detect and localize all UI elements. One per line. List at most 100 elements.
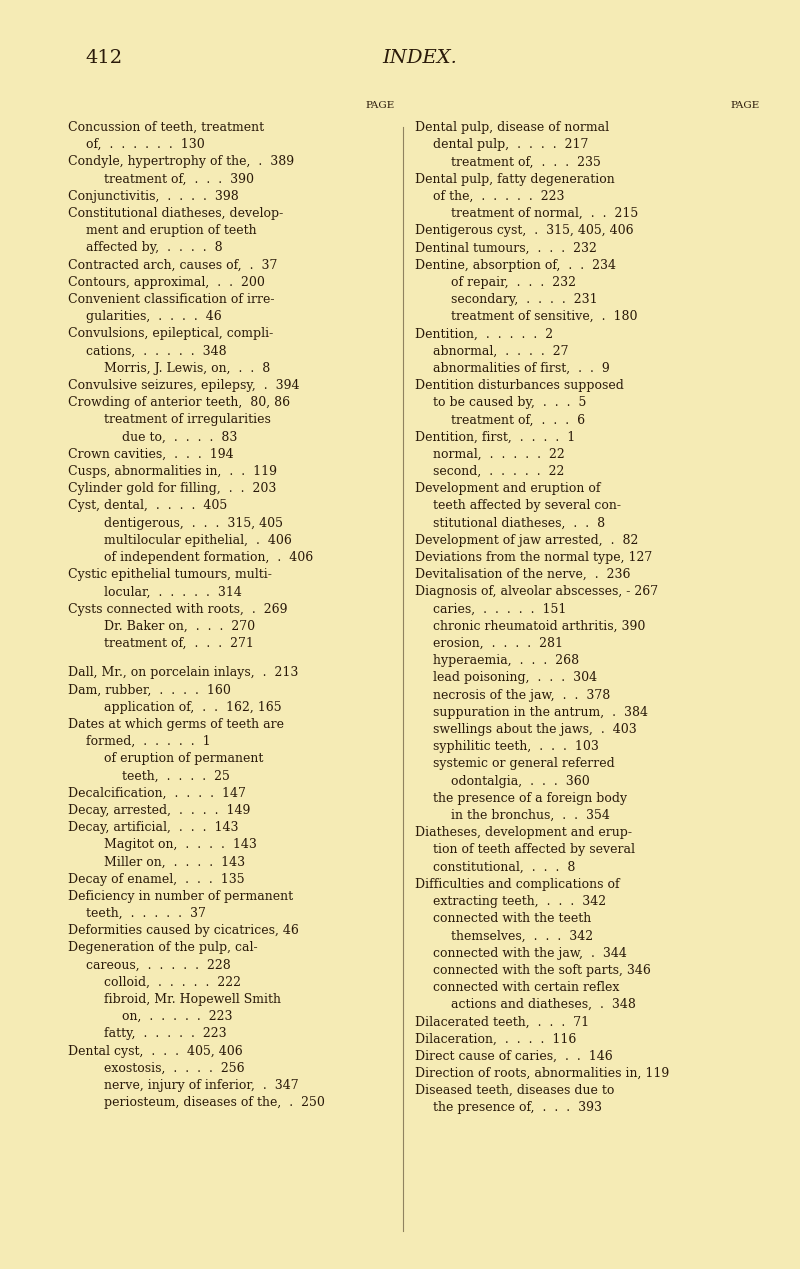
Text: 412: 412 bbox=[85, 49, 122, 67]
Text: INDEX.: INDEX. bbox=[382, 49, 458, 67]
Text: Dam, rubber,  .  .  .  .  160: Dam, rubber, . . . . 160 bbox=[68, 684, 231, 697]
Text: connected with the teeth: connected with the teeth bbox=[433, 912, 591, 925]
Text: Crown cavities,  .  .  .  194: Crown cavities, . . . 194 bbox=[68, 448, 234, 461]
Text: odontalgia,  .  .  .  360: odontalgia, . . . 360 bbox=[451, 774, 590, 788]
Text: Dall, Mr., on porcelain inlays,  .  213: Dall, Mr., on porcelain inlays, . 213 bbox=[68, 666, 298, 679]
Text: Dates at which germs of teeth are: Dates at which germs of teeth are bbox=[68, 718, 284, 731]
Text: the presence of a foreign body: the presence of a foreign body bbox=[433, 792, 627, 805]
Text: treatment of,  .  .  .  235: treatment of, . . . 235 bbox=[451, 155, 601, 169]
Text: affected by,  .  .  .  .  8: affected by, . . . . 8 bbox=[86, 241, 222, 254]
Text: Decay, artificial,  .  .  .  143: Decay, artificial, . . . 143 bbox=[68, 821, 238, 834]
Text: Convulsions, epileptical, compli-: Convulsions, epileptical, compli- bbox=[68, 327, 274, 340]
Text: nerve, injury of inferior,  .  347: nerve, injury of inferior, . 347 bbox=[104, 1079, 298, 1093]
Text: constitutional,  .  .  .  8: constitutional, . . . 8 bbox=[433, 860, 575, 873]
Text: Magitot on,  .  .  .  .  143: Magitot on, . . . . 143 bbox=[104, 839, 257, 851]
Text: colloid,  .  .  .  .  .  222: colloid, . . . . . 222 bbox=[104, 976, 241, 989]
Text: fatty,  .  .  .  .  .  223: fatty, . . . . . 223 bbox=[104, 1028, 226, 1041]
Text: Concussion of teeth, treatment: Concussion of teeth, treatment bbox=[68, 121, 264, 135]
Text: Degeneration of the pulp, cal-: Degeneration of the pulp, cal- bbox=[68, 942, 258, 954]
Text: dental pulp,  .  .  .  .  217: dental pulp, . . . . 217 bbox=[433, 138, 588, 151]
Text: Deficiency in number of permanent: Deficiency in number of permanent bbox=[68, 890, 293, 902]
Text: treatment of,  .  .  .  6: treatment of, . . . 6 bbox=[451, 414, 585, 426]
Text: Dentition, first,  .  .  .  .  1: Dentition, first, . . . . 1 bbox=[415, 430, 575, 444]
Text: ment and eruption of teeth: ment and eruption of teeth bbox=[86, 225, 257, 237]
Text: Morris, J. Lewis, on,  .  .  8: Morris, J. Lewis, on, . . 8 bbox=[104, 362, 270, 374]
Text: careous,  .  .  .  .  .  228: careous, . . . . . 228 bbox=[86, 958, 230, 972]
Text: Decalcification,  .  .  .  .  147: Decalcification, . . . . 147 bbox=[68, 787, 246, 799]
Text: exostosis,  .  .  .  .  256: exostosis, . . . . 256 bbox=[104, 1062, 245, 1075]
Text: Diseased teeth, diseases due to: Diseased teeth, diseases due to bbox=[415, 1084, 614, 1098]
Text: Difficulties and complications of: Difficulties and complications of bbox=[415, 878, 620, 891]
Text: caries,  .  .  .  .  .  151: caries, . . . . . 151 bbox=[433, 603, 566, 615]
Text: of,  .  .  .  .  .  .  130: of, . . . . . . 130 bbox=[86, 138, 205, 151]
Text: swellings about the jaws,  .  403: swellings about the jaws, . 403 bbox=[433, 723, 637, 736]
Text: teeth,  .  .  .  .  25: teeth, . . . . 25 bbox=[122, 769, 230, 783]
Text: PAGE: PAGE bbox=[366, 102, 395, 110]
Text: treatment of,  .  .  .  271: treatment of, . . . 271 bbox=[104, 637, 254, 650]
Text: the presence of,  .  .  .  393: the presence of, . . . 393 bbox=[433, 1101, 602, 1114]
Text: Direct cause of caries,  .  .  146: Direct cause of caries, . . 146 bbox=[415, 1049, 613, 1063]
Text: Dental pulp, disease of normal: Dental pulp, disease of normal bbox=[415, 121, 609, 135]
Text: connected with certain reflex: connected with certain reflex bbox=[433, 981, 619, 994]
Text: Cyst, dental,  .  .  .  .  405: Cyst, dental, . . . . 405 bbox=[68, 500, 227, 513]
Text: formed,  .  .  .  .  .  1: formed, . . . . . 1 bbox=[86, 735, 210, 747]
Text: Dentition,  .  .  .  .  .  2: Dentition, . . . . . 2 bbox=[415, 327, 553, 340]
Text: actions and diatheses,  .  348: actions and diatheses, . 348 bbox=[451, 999, 636, 1011]
Text: treatment of sensitive,  .  180: treatment of sensitive, . 180 bbox=[451, 310, 638, 324]
Text: Devitalisation of the nerve,  .  236: Devitalisation of the nerve, . 236 bbox=[415, 569, 630, 581]
Text: abnormal,  .  .  .  .  27: abnormal, . . . . 27 bbox=[433, 345, 569, 358]
Text: Condyle, hypertrophy of the,  .  389: Condyle, hypertrophy of the, . 389 bbox=[68, 155, 294, 169]
Text: Deviations from the normal type, 127: Deviations from the normal type, 127 bbox=[415, 551, 652, 563]
Text: application of,  .  .  162, 165: application of, . . 162, 165 bbox=[104, 700, 282, 713]
Text: hyperaemia,  .  .  .  268: hyperaemia, . . . 268 bbox=[433, 655, 579, 667]
Text: syphilitic teeth,  .  .  .  103: syphilitic teeth, . . . 103 bbox=[433, 740, 599, 754]
Text: Dentigerous cyst,  .  315, 405, 406: Dentigerous cyst, . 315, 405, 406 bbox=[415, 225, 634, 237]
Text: Contracted arch, causes of,  .  37: Contracted arch, causes of, . 37 bbox=[68, 259, 278, 272]
Text: Conjunctivitis,  .  .  .  .  398: Conjunctivitis, . . . . 398 bbox=[68, 190, 238, 203]
Text: Deformities caused by cicatrices, 46: Deformities caused by cicatrices, 46 bbox=[68, 924, 299, 938]
Text: second,  .  .  .  .  .  22: second, . . . . . 22 bbox=[433, 464, 564, 478]
Text: abnormalities of first,  .  .  9: abnormalities of first, . . 9 bbox=[433, 362, 610, 374]
Text: secondary,  .  .  .  .  231: secondary, . . . . 231 bbox=[451, 293, 598, 306]
Text: treatment of irregularities: treatment of irregularities bbox=[104, 414, 271, 426]
Text: Decay, arrested,  .  .  .  .  149: Decay, arrested, . . . . 149 bbox=[68, 803, 250, 817]
Text: Dilacerated teeth,  .  .  .  71: Dilacerated teeth, . . . 71 bbox=[415, 1015, 589, 1028]
Text: Dentine, absorption of,  .  .  234: Dentine, absorption of, . . 234 bbox=[415, 259, 616, 272]
Text: gularities,  .  .  .  .  46: gularities, . . . . 46 bbox=[86, 310, 222, 324]
Text: dentigerous,  .  .  .  315, 405: dentigerous, . . . 315, 405 bbox=[104, 516, 283, 529]
Text: in the bronchus,  .  .  354: in the bronchus, . . 354 bbox=[451, 810, 610, 822]
Text: cations,  .  .  .  .  .  348: cations, . . . . . 348 bbox=[86, 345, 226, 358]
Text: chronic rheumatoid arthritis, 390: chronic rheumatoid arthritis, 390 bbox=[433, 619, 646, 633]
Text: Convenient classification of irre-: Convenient classification of irre- bbox=[68, 293, 274, 306]
Text: to be caused by,  .  .  .  5: to be caused by, . . . 5 bbox=[433, 396, 586, 409]
Text: Constitutional diatheses, develop-: Constitutional diatheses, develop- bbox=[68, 207, 283, 220]
Text: Contours, approximal,  .  .  200: Contours, approximal, . . 200 bbox=[68, 275, 265, 289]
Text: themselves,  .  .  .  342: themselves, . . . 342 bbox=[451, 929, 593, 943]
Text: Miller on,  .  .  .  .  143: Miller on, . . . . 143 bbox=[104, 855, 245, 868]
Text: Cystic epithelial tumours, multi-: Cystic epithelial tumours, multi- bbox=[68, 569, 272, 581]
Text: Dental pulp, fatty degeneration: Dental pulp, fatty degeneration bbox=[415, 173, 614, 185]
Text: of the,  .  .  .  .  .  223: of the, . . . . . 223 bbox=[433, 190, 565, 203]
Text: suppuration in the antrum,  .  384: suppuration in the antrum, . 384 bbox=[433, 706, 648, 718]
Text: necrosis of the jaw,  .  .  378: necrosis of the jaw, . . 378 bbox=[433, 689, 610, 702]
Text: Crowding of anterior teeth,  80, 86: Crowding of anterior teeth, 80, 86 bbox=[68, 396, 290, 409]
Text: periosteum, diseases of the,  .  250: periosteum, diseases of the, . 250 bbox=[104, 1096, 325, 1109]
Text: erosion,  .  .  .  .  281: erosion, . . . . 281 bbox=[433, 637, 563, 650]
Text: teeth affected by several con-: teeth affected by several con- bbox=[433, 500, 621, 513]
Text: Diatheses, development and erup-: Diatheses, development and erup- bbox=[415, 826, 632, 839]
Text: fibroid, Mr. Hopewell Smith: fibroid, Mr. Hopewell Smith bbox=[104, 994, 281, 1006]
Text: of independent formation,  .  406: of independent formation, . 406 bbox=[104, 551, 314, 563]
Text: Dentinal tumours,  .  .  .  232: Dentinal tumours, . . . 232 bbox=[415, 241, 597, 254]
Text: Dental cyst,  .  .  .  405, 406: Dental cyst, . . . 405, 406 bbox=[68, 1044, 242, 1057]
Text: Dr. Baker on,  .  .  .  270: Dr. Baker on, . . . 270 bbox=[104, 619, 255, 633]
Text: Dentition disturbances supposed: Dentition disturbances supposed bbox=[415, 379, 624, 392]
Text: connected with the jaw,  .  344: connected with the jaw, . 344 bbox=[433, 947, 627, 959]
Text: of eruption of permanent: of eruption of permanent bbox=[104, 753, 263, 765]
Text: of repair,  .  .  .  232: of repair, . . . 232 bbox=[451, 275, 576, 289]
Text: teeth,  .  .  .  .  .  37: teeth, . . . . . 37 bbox=[86, 907, 206, 920]
Text: lead poisoning,  .  .  .  304: lead poisoning, . . . 304 bbox=[433, 671, 597, 684]
Text: Development and eruption of: Development and eruption of bbox=[415, 482, 601, 495]
Text: treatment of normal,  .  .  215: treatment of normal, . . 215 bbox=[451, 207, 638, 220]
Text: multilocular epithelial,  .  406: multilocular epithelial, . 406 bbox=[104, 534, 292, 547]
Text: stitutional diatheses,  .  .  8: stitutional diatheses, . . 8 bbox=[433, 516, 605, 529]
